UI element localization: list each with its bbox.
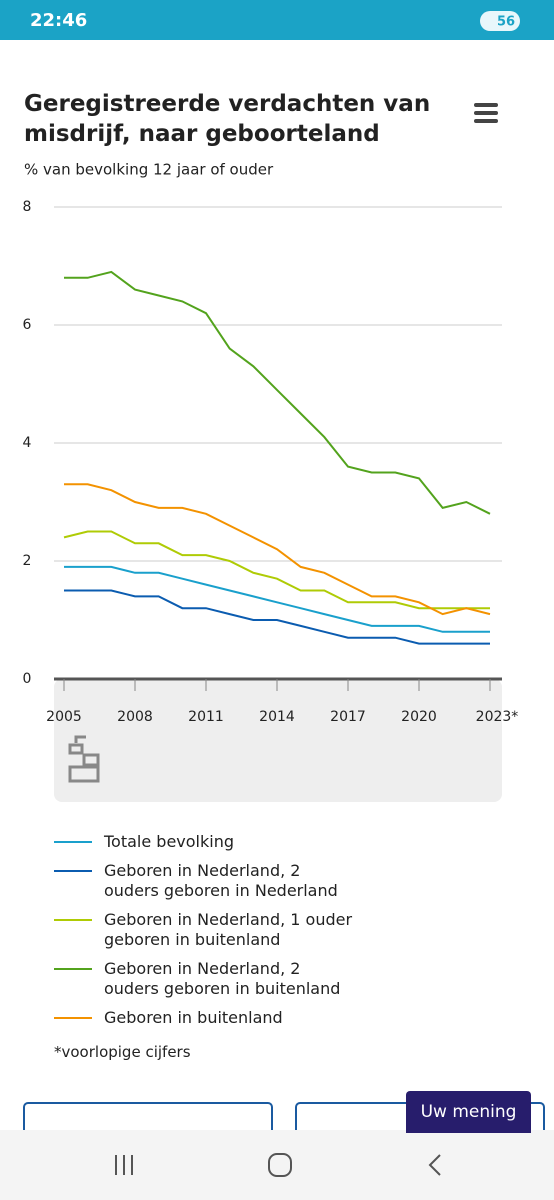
feedback-button[interactable]: Uw mening: [406, 1091, 531, 1133]
x-tick-label: 2023*: [476, 709, 519, 725]
series-line: [64, 565, 490, 633]
y-tick-label: 4: [23, 435, 32, 451]
y-tick-label: 8: [23, 199, 32, 215]
legend-item: Geboren in buitenland: [54, 1008, 354, 1028]
legend-item: Geboren in Nederland, 2 ouders geboren i…: [54, 959, 354, 999]
cbs-logo: [68, 735, 100, 783]
y-tick-label: 0: [23, 671, 32, 687]
series-line: [63, 530, 490, 610]
nav-bar: [0, 1130, 554, 1200]
footer-panel: [54, 679, 502, 802]
legend-item: Geboren in Nederland, 2 ouders geboren i…: [54, 861, 354, 901]
legend: Totale bevolking Geboren in Nederland, 2 …: [54, 832, 354, 1028]
legend-label: Totale bevolking: [104, 832, 235, 851]
clock: 22:46: [30, 10, 87, 31]
legend-label: Geboren in Nederland, 2 ouders geboren i…: [104, 861, 338, 900]
status-bar: [0, 0, 554, 40]
x-tick-label: 2005: [46, 709, 82, 725]
y-tick-label: 6: [23, 317, 32, 333]
legend-label: Geboren in Nederland, 1 ouder geboren in…: [104, 910, 353, 949]
chart-title: Geregistreerde verdachten van: [24, 91, 430, 117]
chart-title: misdrijf, naar geboorteland: [24, 121, 380, 147]
x-tick-label: 2008: [117, 709, 153, 725]
series-line: [64, 589, 490, 645]
battery: [480, 11, 520, 31]
chart-subtitle: % van bevolking 12 jaar of ouder: [24, 161, 274, 179]
legend-swatch: [54, 919, 92, 921]
menu-icon[interactable]: [474, 103, 498, 123]
legend-swatch: [54, 1017, 92, 1019]
note: *voorlopige cijfers: [54, 1043, 191, 1061]
battery-level: 56: [497, 15, 515, 30]
x-tick-label: 2011: [188, 709, 224, 725]
legend-item: Totale bevolking: [54, 832, 354, 852]
legend-swatch: [54, 870, 92, 872]
legend-label: Geboren in buitenland: [104, 1008, 283, 1027]
series-line: [64, 270, 491, 515]
legend-swatch: [54, 841, 92, 843]
y-tick-label: 2: [23, 553, 32, 569]
legend-swatch: [54, 968, 92, 970]
x-tick-label: 2020: [401, 709, 437, 725]
chart-title-line: misdrijf, naar geboorteland: [24, 121, 380, 147]
legend-item: Geboren in Nederland, 1 ouder geboren in…: [54, 910, 354, 950]
legend-label: Geboren in Nederland, 2 ouders geboren i…: [104, 959, 341, 998]
nav-icons[interactable]: [115, 1153, 441, 1177]
chart-title: Geregistreerde verdachten van: [24, 91, 430, 117]
x-tick-label: 2014: [259, 709, 295, 725]
series-line: [64, 483, 491, 616]
x-tick-label: 2017: [330, 709, 366, 725]
